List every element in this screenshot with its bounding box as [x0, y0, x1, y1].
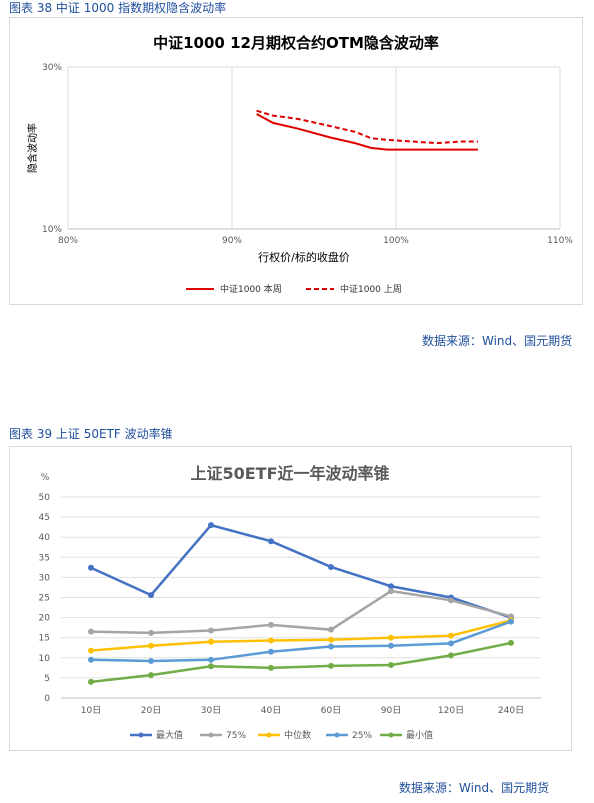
chart-2-point — [268, 648, 274, 655]
chart-1-legend-label: 中证1000 本周 — [220, 283, 282, 295]
chart-2-point — [148, 658, 154, 665]
chart-2-legend-label: 中位数 — [284, 729, 311, 741]
chart-2-x-tick: 60日 — [321, 705, 341, 716]
chart-2-point — [328, 636, 334, 643]
chart-2-y-tick: 35 — [39, 553, 50, 563]
chart-2-point — [508, 639, 514, 646]
chart-2-point — [268, 538, 274, 545]
chart-2-x-tick: 240日 — [498, 705, 524, 716]
chart-2-point — [88, 628, 94, 635]
chart-2-y-tick: 45 — [39, 513, 50, 523]
chart-2-point — [208, 522, 214, 529]
chart-2-x-tick: 40日 — [261, 705, 281, 716]
chart-1-svg: 中证1000 12月期权合约OTM隐含波动率 80% 90% 100% 110% 10% 3… — [26, 34, 573, 295]
chart-2-point — [88, 564, 94, 571]
chart-1-x-tick: 80% — [58, 236, 78, 246]
chart-2-x-tick: 90日 — [381, 705, 401, 716]
chart-2-point — [448, 632, 454, 639]
chart-2-point — [208, 638, 214, 645]
chart-2-point — [448, 597, 454, 604]
chart-2-point — [148, 629, 154, 636]
chart-2-point — [328, 662, 334, 669]
chart-2-point — [268, 637, 274, 644]
chart-2-point — [88, 656, 94, 663]
chart-1-title: 中证1000 12月期权合约OTM隐含波动率 — [153, 34, 439, 52]
chart-1-y-label: 隐含波动率 — [26, 123, 39, 173]
chart-2-point — [388, 662, 394, 669]
chart-1-x-label: 行权价/标的收盘价 — [258, 250, 350, 264]
chart-2-point — [388, 583, 394, 590]
chart-2-point — [208, 627, 214, 634]
chart-2-point — [328, 626, 334, 633]
chart-2-point — [268, 621, 274, 628]
chart-2-point — [268, 664, 274, 671]
chart-2-point — [388, 642, 394, 649]
chart-2-svg: 上证50ETF近一年波动率锥% 0 5 10 15 20 25 30 35 40 45 50 10日 20… — [39, 464, 541, 741]
chart-2-y-tick: 40 — [39, 533, 51, 543]
chart-2-x-tick: 10日 — [81, 705, 101, 716]
chart-2-y-tick: 0 — [44, 694, 50, 704]
chart-1-series-line-0 — [256, 113, 478, 151]
chart-2-point — [208, 663, 214, 670]
chart-2-point — [208, 656, 214, 663]
figure-2-caption: 图表 39 上证 50ETF 波动率锥 — [9, 427, 173, 441]
figure-1-source: 数据来源：Wind、国元期货 — [422, 334, 573, 348]
chart-1-y-tick: 10% — [42, 225, 62, 235]
chart-2-point — [88, 647, 94, 654]
chart-2-y-tick: 50 — [39, 493, 51, 503]
chart-2-point — [448, 640, 454, 647]
chart-2-series-line-4 — [90, 641, 512, 684]
chart-2-point — [328, 563, 334, 570]
figure-2-source: 数据来源：Wind、国元期货 — [399, 781, 550, 795]
chart-2-y-tick: 25 — [39, 594, 50, 604]
chart-2-legend-marker — [388, 732, 394, 738]
chart-1-y-tick: 30% — [42, 63, 62, 73]
chart-2-frame: 上证50ETF近一年波动率锥% 0 5 10 15 20 25 30 35 40 45 50 10日 20… — [9, 446, 572, 751]
chart-2-legend-label: 25% — [352, 731, 372, 741]
chart-2-point — [148, 642, 154, 649]
chart-2-legend-label: 75% — [226, 731, 246, 741]
chart-1-x-tick: 90% — [222, 236, 242, 246]
chart-2-series-line-2 — [90, 619, 512, 652]
chart-1-x-tick: 110% — [547, 236, 573, 246]
chart-2-point — [148, 672, 154, 679]
chart-2-point — [148, 592, 154, 599]
chart-2-legend-marker — [334, 732, 340, 738]
chart-1-series-line-1 — [256, 109, 478, 145]
chart-2-point — [388, 588, 394, 595]
chart-2-legend-label: 最小值 — [406, 729, 433, 741]
chart-1-x-tick: 100% — [383, 236, 409, 246]
chart-2-x-tick: 120日 — [438, 705, 464, 716]
chart-2-y-tick: 15 — [39, 634, 50, 644]
chart-2-legend-label: 最大值 — [156, 729, 183, 741]
chart-2-y-tick: 30 — [39, 573, 51, 583]
chart-2-point — [388, 634, 394, 641]
chart-2-y-tick: 20 — [39, 614, 51, 624]
chart-2-point — [88, 678, 94, 685]
chart-2-x-tick: 20日 — [141, 705, 161, 716]
chart-2-series-line-0 — [90, 523, 512, 619]
chart-2-x-tick: 30日 — [201, 705, 221, 716]
chart-1-frame: 中证1000 12月期权合约OTM隐含波动率 80% 90% 100% 110% 10% 3… — [9, 17, 583, 305]
chart-2-legend-marker — [138, 732, 144, 738]
chart-2-point — [328, 643, 334, 650]
chart-2-legend-marker — [208, 732, 214, 738]
chart-1-legend-label: 中证1000 上周 — [340, 283, 402, 295]
chart-2-point — [448, 652, 454, 659]
chart-2-legend-marker — [266, 732, 272, 738]
chart-2-series-line-1 — [90, 589, 512, 635]
chart-2-y-unit: % — [41, 473, 50, 483]
chart-2-title: 上证50ETF近一年波动率锥 — [190, 464, 389, 483]
figure-1-caption: 图表 38 中证 1000 指数期权隐含波动率 — [9, 1, 227, 15]
chart-2-point — [508, 618, 514, 625]
chart-2-y-tick: 10 — [39, 654, 51, 664]
chart-2-y-tick: 5 — [44, 674, 50, 684]
chart-2-series-line-3 — [90, 620, 512, 663]
